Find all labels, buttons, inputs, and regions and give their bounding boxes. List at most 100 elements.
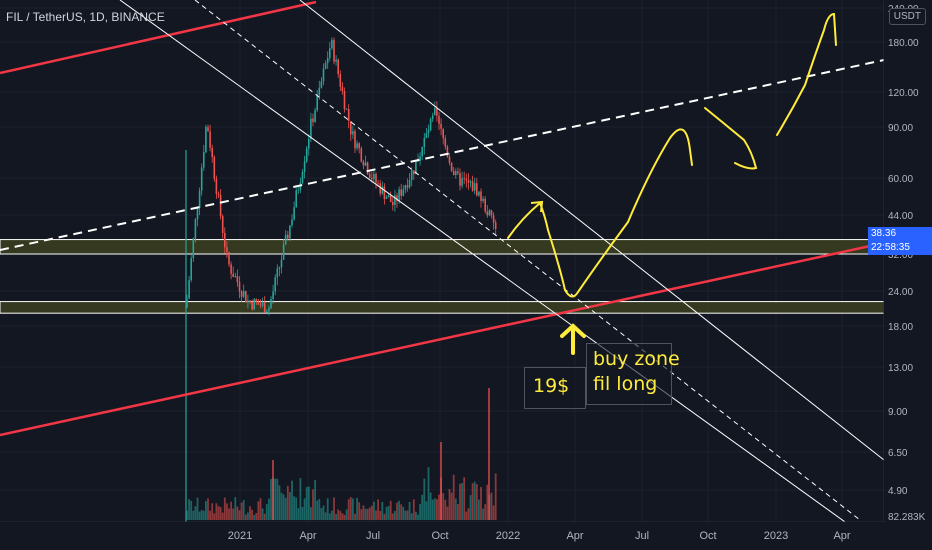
candle-body <box>320 81 323 88</box>
volume-bar <box>446 506 449 520</box>
volume-bar <box>383 513 386 520</box>
candle-body <box>404 185 407 190</box>
up-arrow-icon[interactable] <box>560 323 586 355</box>
candle-body <box>415 160 417 175</box>
volume-bar <box>326 498 329 520</box>
candle-body <box>335 59 337 62</box>
time-tick-label: 2021 <box>228 530 252 542</box>
volume-bar <box>406 510 409 520</box>
candle-body <box>476 183 478 196</box>
candle-body <box>224 232 226 248</box>
volume-bar <box>360 509 363 520</box>
candle-body <box>186 298 188 308</box>
volume-bar <box>268 498 270 520</box>
candle-body <box>188 280 190 299</box>
candle-body <box>305 148 308 162</box>
volume-bar <box>316 500 319 520</box>
candle-body <box>484 198 486 212</box>
volume-bar <box>318 498 321 520</box>
channel-midline-dashed[interactable] <box>194 0 861 521</box>
candle-body <box>368 173 371 178</box>
candle-body <box>278 267 281 269</box>
time-tick-label: 2022 <box>496 530 520 542</box>
buy-zone-box[interactable]: buy zone fil long <box>586 343 680 405</box>
candle-body <box>486 211 489 216</box>
candle-body <box>329 48 331 58</box>
candle-body <box>284 234 287 245</box>
price-tick-label: 180.00 <box>888 38 919 49</box>
volume-bar <box>490 492 493 520</box>
volume-bar <box>471 483 474 520</box>
candle-body <box>194 219 197 239</box>
volume-bar <box>328 513 331 520</box>
candle-body <box>381 186 384 194</box>
volume-bar <box>370 505 373 520</box>
candle-body <box>356 143 358 149</box>
volume-bar <box>337 509 340 520</box>
volume-bar <box>467 508 470 520</box>
candle-body <box>303 161 306 172</box>
channel-line-lower[interactable] <box>119 0 884 550</box>
volume-bar <box>202 510 205 520</box>
candle-body <box>326 57 329 64</box>
volume-bar <box>217 506 220 520</box>
volume-bar <box>190 500 193 520</box>
candle-body <box>379 183 381 194</box>
candle-body <box>308 139 310 149</box>
volume-bar <box>436 499 438 520</box>
candle-body <box>261 302 264 306</box>
candle-body <box>249 300 251 303</box>
candle-body <box>190 258 192 281</box>
price-tick-label: 90.00 <box>888 123 913 134</box>
red-trendline-lower[interactable] <box>0 241 884 437</box>
candle-body <box>331 39 333 49</box>
price-tick-label: 6.50 <box>888 448 908 459</box>
support-zone-upper[interactable] <box>0 239 884 255</box>
volume-bar <box>274 478 277 520</box>
volume-bar <box>482 508 484 520</box>
volume-bar <box>228 508 230 520</box>
candle-body <box>350 121 352 135</box>
volume-bar <box>242 500 245 520</box>
volume-spike <box>488 388 490 520</box>
candle-body <box>318 87 321 96</box>
candle-body <box>389 195 392 203</box>
volume-bar <box>221 512 224 520</box>
candle-body <box>452 170 455 175</box>
volume-bar <box>492 505 495 520</box>
current-price-label: 38.36 <box>868 227 932 241</box>
volume-bar <box>320 507 323 520</box>
volume-bar <box>335 514 337 520</box>
price-tick-label: 24.00 <box>888 287 913 298</box>
volume-bar <box>425 501 428 520</box>
volume-bar <box>358 502 361 520</box>
candle-body <box>385 197 388 199</box>
volume-bar <box>448 489 451 520</box>
candle-body <box>427 130 430 134</box>
price-axis[interactable]: 240.00180.00120.0090.0060.0044.0032.0024… <box>888 4 926 523</box>
channel-line-upper[interactable] <box>299 0 884 461</box>
dashed-trendline-white[interactable] <box>0 59 884 251</box>
time-tick-label: Apr <box>299 530 316 542</box>
volume-bar <box>295 497 298 520</box>
candle-body <box>301 171 304 183</box>
time-axis[interactable]: 2021 Apr Jul Oct 2022 Apr Jul Oct 2023 Apr <box>228 530 851 542</box>
candle-body <box>467 180 470 183</box>
volume-bar <box>431 499 434 520</box>
red-trendline-upper[interactable] <box>0 0 317 75</box>
candle-body <box>383 186 386 199</box>
volume-bar <box>263 513 266 520</box>
volume-bar <box>352 498 354 520</box>
volume-bar <box>251 509 253 520</box>
currency-badge[interactable]: USDT <box>888 8 926 25</box>
price-note-box[interactable]: 19$ <box>524 367 586 409</box>
volume-bar <box>400 504 403 520</box>
volume-bar <box>284 497 287 520</box>
volume-bar <box>347 499 350 520</box>
candle-body <box>240 291 243 297</box>
support-zone-lower[interactable] <box>0 301 884 314</box>
volume-bar <box>345 509 348 520</box>
candle-body <box>207 127 209 132</box>
candle-body <box>314 110 316 122</box>
